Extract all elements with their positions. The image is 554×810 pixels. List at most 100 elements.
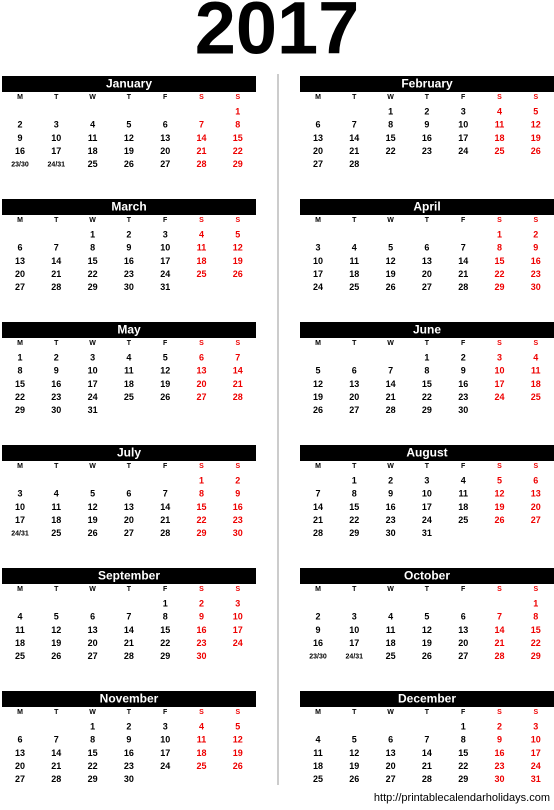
date: 17 [51, 146, 61, 156]
weekday-label: W [89, 586, 96, 593]
date: 25 [15, 651, 25, 661]
month-header-bar [300, 691, 554, 707]
weekday-label: W [387, 94, 394, 101]
date: 22 [386, 146, 396, 156]
date: 21 [386, 392, 396, 402]
weekday-label: S [533, 340, 538, 347]
date: 31 [422, 528, 432, 538]
date: 26 [349, 774, 359, 784]
weekday-label: T [127, 463, 132, 470]
date: 26 [386, 282, 396, 292]
date: 16 [458, 379, 468, 389]
weekday-label: T [425, 463, 430, 470]
date: 13 [124, 502, 134, 512]
date: 22 [458, 761, 468, 771]
date: 10 [494, 366, 504, 376]
date: 18 [88, 146, 98, 156]
date: 20 [160, 146, 170, 156]
weekday-label: S [199, 463, 204, 470]
weekday-label: W [89, 94, 96, 101]
weekday-label: W [89, 340, 96, 347]
month-header-bar [2, 199, 256, 215]
date: 12 [494, 489, 504, 499]
weekday-label: M [17, 586, 23, 593]
date: 19 [422, 638, 432, 648]
month-name: October [404, 569, 450, 583]
date: 28 [458, 282, 468, 292]
date: 26 [233, 761, 243, 771]
date: 11 [313, 748, 323, 758]
date: 21 [313, 515, 323, 525]
date: 14 [160, 502, 170, 512]
weekday-label: M [17, 463, 23, 470]
weekday-label: M [315, 709, 321, 716]
date: 16 [531, 256, 541, 266]
date: 10 [458, 120, 468, 130]
date: 16 [313, 638, 323, 648]
date: 12 [160, 366, 170, 376]
weekday-label: S [533, 217, 538, 224]
date: 28 [51, 774, 61, 784]
date: 9 [533, 243, 538, 253]
date: 17 [531, 748, 541, 758]
date: 6 [424, 243, 429, 253]
date: 28 [386, 405, 396, 415]
date: 20 [349, 392, 359, 402]
month-name: August [406, 446, 447, 460]
date: 16 [196, 625, 206, 635]
date: 15 [494, 256, 504, 266]
date: 11 [88, 133, 98, 143]
date: 28 [196, 159, 206, 169]
date: 9 [17, 133, 22, 143]
date: 14 [51, 748, 61, 758]
weekday-label: T [54, 94, 59, 101]
weekday-label: S [199, 217, 204, 224]
date: 1 [388, 106, 393, 116]
date: 3 [163, 229, 168, 239]
date: 25 [196, 269, 206, 279]
date: 8 [424, 366, 429, 376]
date: 26 [531, 146, 541, 156]
date: 29 [15, 405, 25, 415]
weekday-label: M [17, 340, 23, 347]
month-header-bar [2, 322, 256, 338]
date: 4 [315, 735, 320, 745]
date: 6 [163, 120, 168, 130]
date: 4 [461, 475, 466, 485]
date: 26 [422, 651, 432, 661]
date: 1 [497, 229, 502, 239]
weekday-label: W [89, 463, 96, 470]
date: 14 [386, 379, 396, 389]
date: 13 [196, 366, 206, 376]
date: 16 [124, 256, 134, 266]
date: 26 [88, 528, 98, 538]
weekday-label: T [352, 709, 357, 716]
date: 17 [458, 133, 468, 143]
weekday-label: M [17, 94, 23, 101]
date: 27 [88, 651, 98, 661]
date: 7 [54, 243, 59, 253]
date: 1 [17, 352, 22, 362]
weekday-label: F [461, 217, 466, 224]
weekday-label: W [89, 709, 96, 716]
date: 5 [235, 721, 240, 731]
date: 21 [349, 146, 359, 156]
date: 1 [199, 475, 204, 485]
date: 20 [15, 269, 25, 279]
date: 30 [494, 774, 504, 784]
weekday-label: T [127, 217, 132, 224]
date: 27 [386, 774, 396, 784]
weekday-label: S [235, 586, 240, 593]
date: 10 [313, 256, 323, 266]
year-title: 2017 [195, 0, 360, 70]
date: 29 [160, 651, 170, 661]
weekday-label: W [387, 340, 394, 347]
date: 24/31 [48, 162, 66, 169]
date: 21 [51, 269, 61, 279]
weekday-label: S [235, 463, 240, 470]
month-header-bar [2, 445, 256, 461]
date: 17 [160, 748, 170, 758]
date: 20 [124, 515, 134, 525]
weekday-label: T [425, 94, 430, 101]
